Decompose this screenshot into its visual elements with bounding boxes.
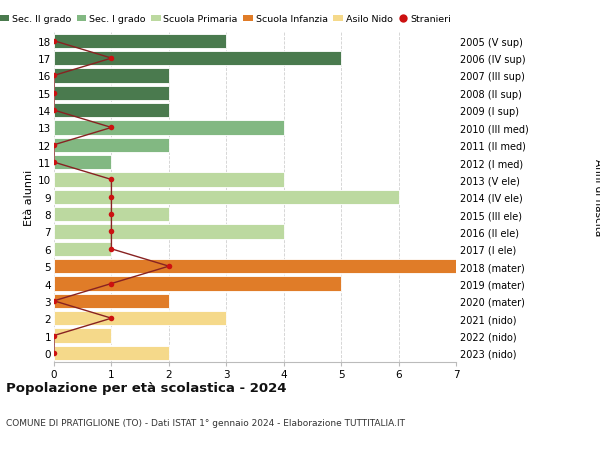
Bar bbox=[54, 86, 169, 101]
Bar bbox=[54, 242, 112, 257]
Bar bbox=[54, 138, 169, 152]
Bar bbox=[54, 346, 169, 360]
Text: Popolazione per età scolastica - 2024: Popolazione per età scolastica - 2024 bbox=[6, 381, 287, 394]
Point bbox=[107, 228, 116, 235]
Point bbox=[49, 332, 59, 340]
Bar bbox=[54, 104, 169, 118]
Bar bbox=[54, 207, 169, 222]
Bar bbox=[54, 277, 341, 291]
Point bbox=[107, 124, 116, 132]
Bar bbox=[54, 69, 169, 84]
Point bbox=[164, 263, 173, 270]
Point bbox=[49, 90, 59, 97]
Bar bbox=[54, 294, 169, 308]
Bar bbox=[54, 156, 112, 170]
Bar bbox=[54, 52, 341, 66]
Point bbox=[49, 159, 59, 167]
Point bbox=[49, 107, 59, 115]
Bar bbox=[54, 121, 284, 135]
Legend: Sec. II grado, Sec. I grado, Scuola Primaria, Scuola Infanzia, Asilo Nido, Stran: Sec. II grado, Sec. I grado, Scuola Prim… bbox=[0, 15, 451, 24]
Point bbox=[107, 211, 116, 218]
Point bbox=[107, 55, 116, 62]
Bar bbox=[54, 34, 226, 49]
Point bbox=[107, 246, 116, 253]
Y-axis label: Anni di nascita: Anni di nascita bbox=[593, 159, 600, 236]
Point bbox=[107, 280, 116, 287]
Text: COMUNE DI PRATIGLIONE (TO) - Dati ISTAT 1° gennaio 2024 - Elaborazione TUTTITALI: COMUNE DI PRATIGLIONE (TO) - Dati ISTAT … bbox=[6, 418, 405, 427]
Bar bbox=[54, 225, 284, 239]
Y-axis label: Età alunni: Età alunni bbox=[24, 169, 34, 225]
Bar bbox=[54, 259, 456, 274]
Bar bbox=[54, 329, 112, 343]
Bar bbox=[54, 173, 284, 187]
Point bbox=[107, 315, 116, 322]
Bar bbox=[54, 190, 398, 204]
Point bbox=[49, 73, 59, 80]
Point bbox=[49, 38, 59, 45]
Point bbox=[49, 349, 59, 357]
Point bbox=[49, 297, 59, 305]
Bar bbox=[54, 311, 226, 325]
Point bbox=[107, 176, 116, 184]
Point bbox=[107, 194, 116, 201]
Point bbox=[49, 142, 59, 149]
